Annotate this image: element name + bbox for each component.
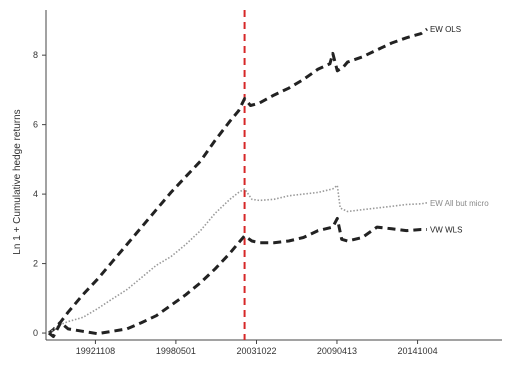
series-label-2: EW All but micro (430, 199, 489, 208)
x-tick-label: 20031022 (236, 346, 276, 356)
series-line-1 (47, 27, 428, 335)
series-line-3 (47, 216, 427, 338)
y-tick-label: 2 (33, 259, 38, 269)
x-tick-label: 19980501 (156, 346, 196, 356)
y-tick-label: 4 (33, 189, 38, 199)
series-label-1: EW OLS (430, 25, 461, 34)
series-label-3: VW WLS (430, 226, 462, 235)
y-tick-label: 8 (33, 50, 38, 60)
series-line-2 (48, 184, 428, 334)
x-tick-label: 20141004 (398, 346, 438, 356)
series-layer (47, 27, 428, 338)
label-layer: EW OLS EW All but micro VW WLS (430, 25, 489, 234)
y-tick-label: 6 (33, 120, 38, 130)
y-axis-label: Ln 1 + Cumulative hedge returns (12, 109, 23, 254)
y-tick-label: 0 (33, 328, 38, 338)
x-tick-label: 20090413 (317, 346, 357, 356)
axes-layer: 0 2 4 6 8 19921108 19980501 20031022 20090413 201… (33, 10, 502, 356)
x-tick-label: 19921108 (76, 346, 115, 356)
